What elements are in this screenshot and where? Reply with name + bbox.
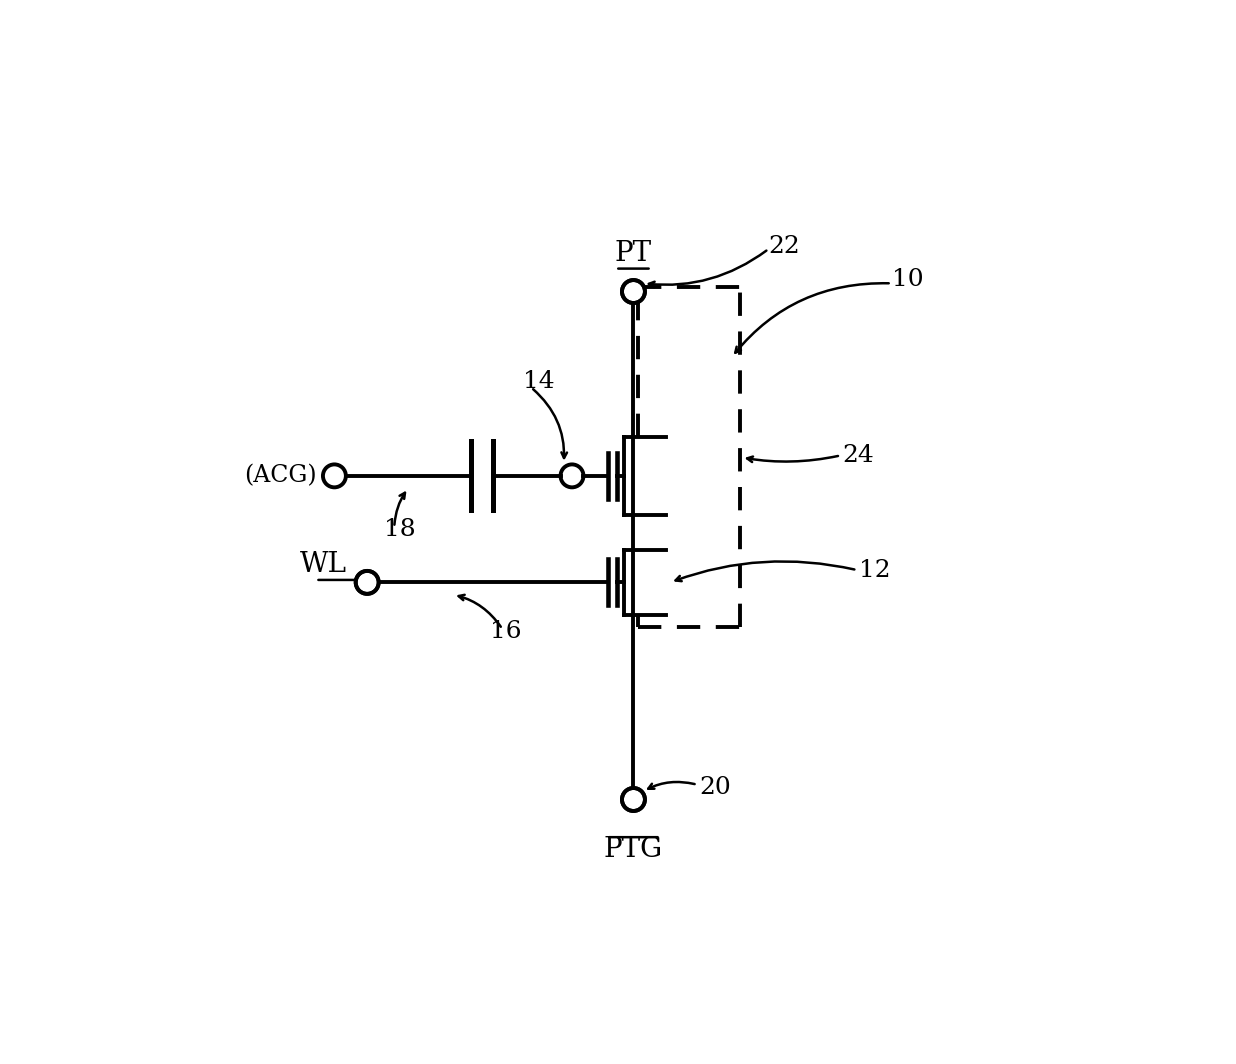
Circle shape	[623, 281, 644, 302]
Text: 20: 20	[700, 776, 730, 799]
Text: 22: 22	[769, 235, 801, 257]
Text: 16: 16	[491, 620, 522, 643]
Circle shape	[623, 788, 644, 810]
Text: 18: 18	[383, 517, 415, 541]
Text: PTG: PTG	[604, 836, 662, 863]
Text: PT: PT	[614, 240, 653, 267]
Text: WL: WL	[299, 551, 347, 579]
Text: 12: 12	[859, 559, 890, 582]
Text: 10: 10	[891, 268, 923, 290]
Circle shape	[356, 571, 378, 593]
Text: 14: 14	[523, 370, 555, 394]
Text: 24: 24	[843, 444, 874, 467]
Text: (ACG): (ACG)	[243, 464, 316, 487]
